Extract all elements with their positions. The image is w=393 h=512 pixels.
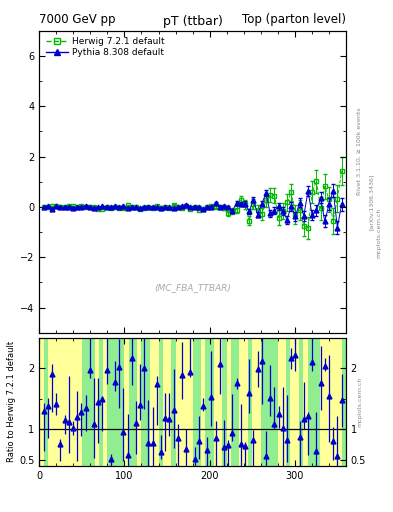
Bar <box>176 338 180 466</box>
Bar <box>325 338 329 466</box>
Legend: Herwig 7.2.1 default, Pythia 8.308 default: Herwig 7.2.1 default, Pythia 8.308 defau… <box>44 35 166 59</box>
Title: pT (ttbar): pT (ttbar) <box>163 15 222 28</box>
Bar <box>337 338 342 466</box>
Bar <box>290 338 295 466</box>
Bar <box>252 338 257 466</box>
Bar <box>201 338 206 466</box>
Bar <box>278 338 282 466</box>
Bar <box>39 338 44 466</box>
Text: mcplots.cern.ch: mcplots.cern.ch <box>377 208 382 258</box>
Bar <box>227 338 231 466</box>
Bar <box>320 338 325 466</box>
Bar <box>214 338 218 466</box>
Bar <box>125 338 129 466</box>
Text: [arXiv:1306.3436]: [arXiv:1306.3436] <box>369 174 374 230</box>
Bar <box>333 338 337 466</box>
Bar <box>218 338 222 466</box>
Bar <box>188 338 193 466</box>
Bar <box>257 338 261 466</box>
Bar <box>95 338 99 466</box>
Text: Rivet 3.1.10, ≥ 100k events: Rivet 3.1.10, ≥ 100k events <box>357 107 362 195</box>
Bar <box>303 338 307 466</box>
Bar <box>163 338 167 466</box>
Bar <box>180 338 184 466</box>
Text: Top (parton level): Top (parton level) <box>242 13 346 26</box>
Bar <box>239 338 244 466</box>
Bar <box>329 338 333 466</box>
Bar <box>244 338 248 466</box>
Bar <box>56 338 61 466</box>
Y-axis label: Ratio to Herwig 7.2.1 default: Ratio to Herwig 7.2.1 default <box>7 342 16 462</box>
Bar <box>103 338 107 466</box>
Bar <box>52 338 56 466</box>
Bar <box>65 338 69 466</box>
Bar <box>61 338 65 466</box>
Bar <box>78 338 82 466</box>
Text: 7000 GeV pp: 7000 GeV pp <box>39 13 116 26</box>
Bar <box>150 338 154 466</box>
Bar <box>137 338 141 466</box>
Bar <box>48 338 52 466</box>
Bar <box>282 338 286 466</box>
Bar <box>167 338 171 466</box>
Bar <box>184 338 188 466</box>
Bar <box>73 338 78 466</box>
Bar <box>69 338 73 466</box>
Text: (MC_FBA_TTBAR): (MC_FBA_TTBAR) <box>154 283 231 292</box>
Bar <box>295 338 299 466</box>
Bar <box>154 338 158 466</box>
Text: mcplots.cern.ch: mcplots.cern.ch <box>357 377 362 427</box>
